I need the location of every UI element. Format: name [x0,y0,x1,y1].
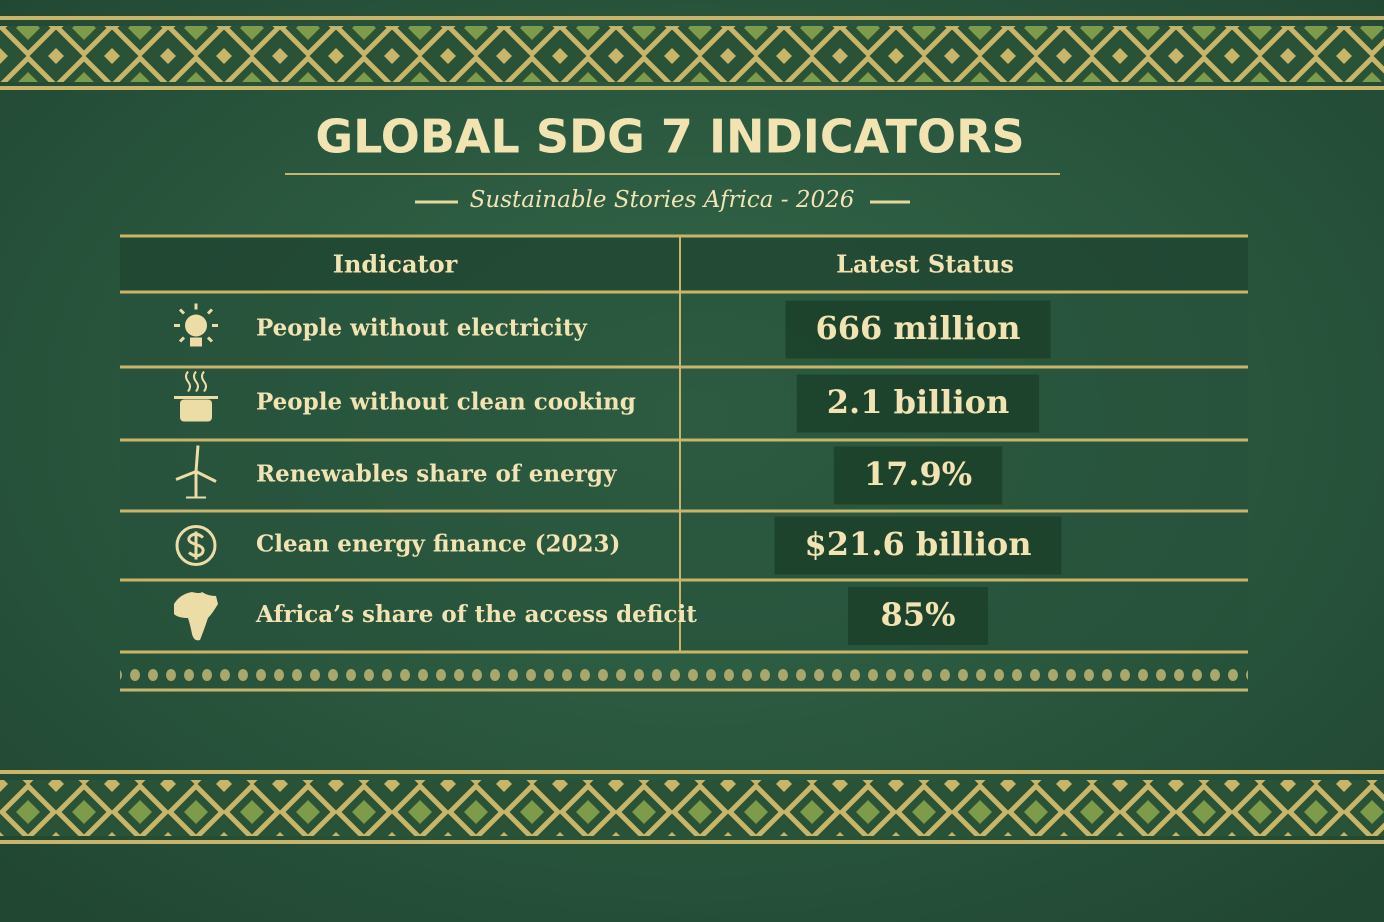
icon-part [185,370,191,393]
status-value: $21.6 billion [805,525,1032,563]
indicator-label: People without electricity [256,315,588,342]
icon-part [178,308,186,315]
icon-part [194,445,200,472]
table [120,236,1248,692]
icon-part [206,308,214,315]
status-value: 666 million [815,309,1020,347]
row-icon [174,303,218,347]
indicator-label: Renewables share of energy [256,461,617,488]
row-icon [175,525,217,566]
column-header: Latest Status [836,250,1014,279]
row-icon [175,445,217,499]
bottom-border [0,770,1384,844]
column-header: Indicator [333,250,458,279]
icon-part [185,314,207,337]
icon-part [201,370,207,393]
indicator-label: People without clean cooking [256,389,636,416]
icon-part [174,592,218,641]
status-box [833,446,1003,505]
status-box [796,374,1040,433]
indicator-label: Clean energy finance (2023) [256,531,620,558]
status-value: 2.1 billion [827,383,1009,421]
icon-part [180,399,212,422]
row-icon [174,592,218,641]
icon-part [195,470,217,483]
status-box [848,587,988,645]
icon-part [193,370,199,393]
top-border [0,16,1384,90]
title: GLOBAL SDG 7 INDICATORS [315,110,1024,164]
status-value: 17.9% [864,455,972,493]
icon-part [178,336,186,343]
icon-part [175,470,197,481]
row-icon [174,370,218,422]
indicator-label: Africa’s share of the access deficit [255,601,697,628]
icon-part [206,336,214,343]
icon-part [190,337,202,347]
subtitle: Sustainable Stories Africa - 2026 [470,187,855,213]
status-value: 85% [881,596,956,634]
icon-part [175,525,217,566]
icon-part [187,531,205,560]
status-box [774,516,1062,575]
status-box [785,300,1051,359]
